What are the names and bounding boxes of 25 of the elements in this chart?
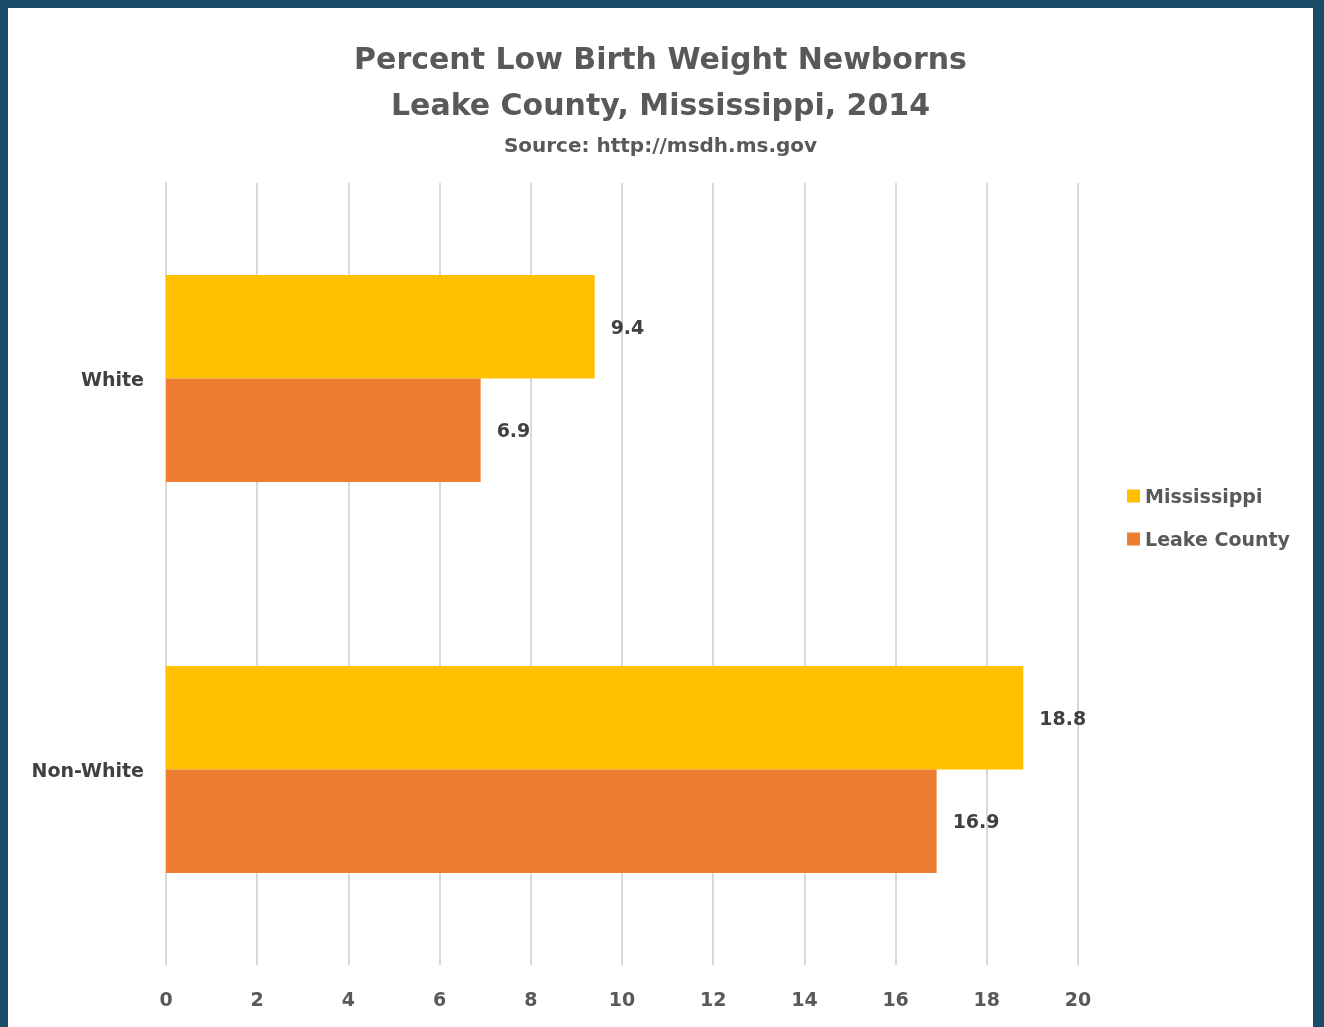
- x-tick-label: 2: [250, 987, 264, 1010]
- data-label: 16.9: [952, 810, 1000, 833]
- y-tick-label: Non-White: [31, 758, 144, 781]
- x-tick-label: 6: [432, 987, 447, 1010]
- legend-label: Mississippi: [1145, 485, 1263, 507]
- x-tick-label: 20: [1064, 987, 1092, 1010]
- x-tick-label: 12: [699, 987, 727, 1010]
- bar: [166, 378, 481, 483]
- bar: [166, 274, 595, 379]
- x-tick-label: 10: [608, 987, 636, 1010]
- x-tick-label: 0: [159, 987, 173, 1010]
- x-tick-label: 16: [882, 987, 909, 1010]
- legend-label: Leake County: [1145, 528, 1291, 550]
- x-tick-label: 18: [973, 987, 1001, 1010]
- x-tick-label: 8: [524, 987, 538, 1010]
- chart-title: Percent Low Birth Weight Newborns Leake County, Mississippi, 2014: [354, 40, 967, 122]
- bar: [166, 769, 937, 874]
- y-tick-label: White: [81, 367, 144, 390]
- bar: [166, 665, 1024, 770]
- data-label: 18.8: [1039, 706, 1087, 729]
- data-label: 6.9: [496, 419, 531, 442]
- data-label: 9.4: [610, 315, 645, 338]
- x-tick-label: 14: [791, 987, 818, 1010]
- source-note: Source: http://msdh.ms.gov: [503, 133, 818, 157]
- x-tick-label: 4: [341, 987, 356, 1010]
